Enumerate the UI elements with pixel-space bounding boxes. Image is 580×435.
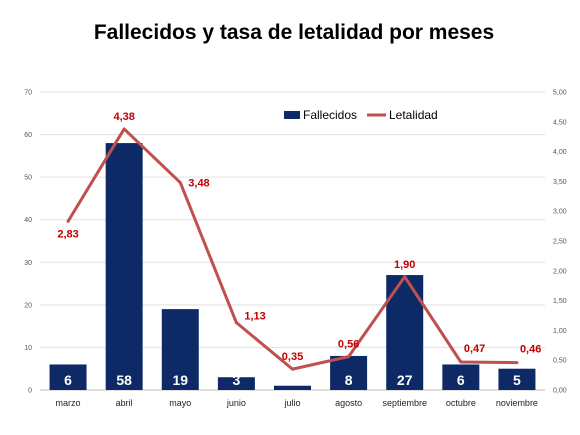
left-tick-label: 60 — [24, 132, 32, 139]
bar — [161, 309, 199, 390]
bar-value-label: 58 — [116, 372, 132, 388]
legend-label-fallecidos: Fallecidos — [303, 108, 357, 122]
bar — [498, 368, 536, 390]
line-value-label: 0,47 — [464, 343, 485, 355]
right-tick-label: 0,00 — [553, 388, 567, 395]
bar — [49, 364, 87, 390]
legend-swatch-fallecidos — [284, 111, 300, 119]
line-value-label: 0,46 — [520, 344, 541, 356]
bar — [274, 385, 311, 390]
left-tick-label: 0 — [28, 388, 32, 395]
right-tick-label: 1,50 — [553, 298, 567, 305]
right-tick-label: 3,50 — [553, 179, 567, 186]
bar-value-label: 5 — [513, 372, 521, 388]
right-tick-label: 5,00 — [553, 90, 567, 97]
bar-value-label: 6 — [457, 372, 465, 388]
line-value-label: 4,38 — [113, 111, 134, 123]
line-point — [291, 367, 294, 371]
right-tick-label: 4,00 — [553, 149, 567, 156]
left-tick-label: 50 — [24, 175, 32, 182]
line-point — [122, 127, 126, 131]
bar — [442, 364, 480, 390]
line-value-label: 1,13 — [244, 311, 265, 323]
bar-value-label: 8 — [345, 372, 353, 388]
bar-value-label: 3 — [232, 372, 240, 388]
category-label: abril — [116, 398, 133, 408]
line-value-label: 3,48 — [188, 178, 209, 190]
line-point — [66, 219, 70, 223]
category-label: marzo — [56, 398, 81, 408]
left-y-axis: 0 10 20 30 40 50 60 70 — [24, 90, 32, 395]
right-tick-label: 0,50 — [553, 358, 567, 365]
bar — [330, 355, 368, 390]
category-label: junio — [226, 398, 246, 408]
category-label: noviembre — [496, 398, 538, 408]
x-axis-categories: marzo abril mayo junio julio agosto septiembre… — [56, 398, 538, 408]
line-point — [234, 321, 238, 325]
legend-label-letalidad: Letalidad — [389, 108, 438, 122]
right-tick-label: 2,50 — [553, 239, 567, 246]
bar-value-label: 6 — [64, 372, 72, 388]
right-tick-label: 4,50 — [553, 119, 567, 126]
left-tick-label: 20 — [24, 302, 32, 309]
category-label: mayo — [169, 398, 191, 408]
line-point — [178, 181, 182, 185]
line-point — [515, 361, 519, 365]
category-label: septiembre — [382, 398, 427, 408]
bar — [105, 143, 143, 390]
bar-value-label: 27 — [397, 372, 413, 388]
bar — [217, 377, 255, 390]
line-value-label: 1,90 — [394, 259, 415, 271]
bar-value-label: 1 — [289, 372, 297, 388]
right-y-axis: 0,00 0,50 1,00 1,50 2,00 2,50 3,00 3,50 4,00 4,50… — [553, 90, 567, 395]
left-tick-label: 30 — [24, 260, 32, 267]
left-tick-label: 10 — [24, 345, 32, 352]
right-tick-label: 3,00 — [553, 209, 567, 216]
line-value-label: 0,35 — [282, 351, 303, 363]
line-point — [403, 275, 407, 279]
left-tick-label: 70 — [24, 90, 32, 97]
category-label: octubre — [446, 398, 476, 408]
legend: Fallecidos Letalidad — [284, 108, 438, 122]
left-tick-label: 40 — [24, 217, 32, 224]
right-tick-label: 1,00 — [553, 328, 567, 335]
line-value-label: 0,56 — [338, 339, 359, 351]
category-label: julio — [283, 398, 300, 408]
right-tick-label: 2,00 — [553, 268, 567, 275]
line-series: 2,83 4,38 3,48 1,13 0,35 0,56 1,90 0,47 0,46 — [57, 111, 541, 371]
line-value-label: 2,83 — [57, 228, 78, 240]
line-point — [459, 360, 463, 364]
category-label: agosto — [335, 398, 362, 408]
bar-value-label: 19 — [172, 372, 188, 388]
chart-title: Fallecidos y tasa de letalidad por meses — [94, 21, 494, 44]
line-point — [347, 355, 351, 359]
